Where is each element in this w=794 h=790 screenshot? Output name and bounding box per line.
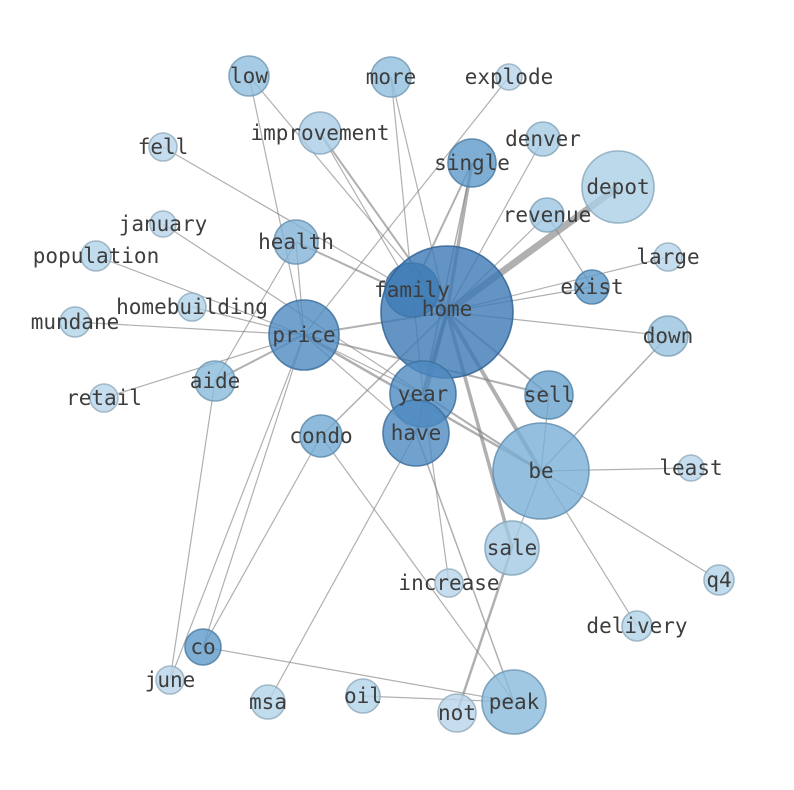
graph-node-sell: [524, 370, 574, 420]
graph-node-condo: [299, 414, 343, 458]
graph-node-homebuilding: [177, 292, 207, 322]
graph-node-low: [228, 55, 270, 97]
graph-node-oil: [345, 678, 381, 714]
graph-edge-aide-health: [214, 241, 297, 382]
graph-node-revenue: [529, 197, 565, 233]
graph-node-depot: [581, 150, 655, 224]
graph-node-single: [447, 138, 497, 188]
graph-node-large: [653, 242, 683, 272]
graph-node-fell: [148, 132, 178, 162]
graph-node-least: [677, 454, 705, 482]
graph-node-delivery: [621, 610, 653, 642]
graph-edge-price-mundane: [74, 321, 305, 336]
graph-edge-have-msa: [267, 432, 417, 703]
graph-edge-price-explode: [303, 76, 510, 336]
graph-node-price: [268, 299, 340, 371]
graph-node-down: [647, 315, 689, 357]
graph-node-not: [437, 693, 477, 733]
graph-node-more: [370, 56, 412, 98]
graph-edge-condo-co: [202, 435, 322, 648]
graph-edge-peak-co: [202, 646, 515, 703]
graph-edge-sale-not: [455, 547, 514, 714]
graph-edge-family-improvement: [319, 132, 413, 291]
graph-node-population: [80, 240, 112, 272]
graph-edge-aide-june: [169, 380, 216, 681]
graph-node-have: [382, 399, 450, 467]
graph-node-aide: [194, 360, 236, 402]
graph-node-be: [492, 422, 590, 520]
graph-node-peak: [481, 669, 547, 735]
graph-node-mundane: [59, 306, 91, 338]
graph-node-msa: [250, 684, 286, 720]
graph-node-increase: [434, 568, 464, 598]
graph-node-q4: [703, 564, 735, 596]
graph-node-improvement: [298, 111, 342, 155]
graph-edge-price-co: [202, 334, 305, 648]
graph-edge-have-peak: [415, 432, 515, 703]
graph-edge-condo-peak: [320, 435, 515, 703]
graph-node-home: [380, 245, 514, 379]
graph-node-explode: [495, 63, 523, 91]
graph-node-june: [155, 665, 185, 695]
graph-node-exist: [574, 269, 610, 305]
graph-edge-price-low: [248, 75, 305, 336]
graph-edge-price-june: [169, 334, 305, 681]
graph-node-sale: [484, 520, 540, 576]
graph-node-denver: [525, 121, 561, 157]
graph-node-january: [149, 210, 177, 238]
nodes-layer: [59, 55, 735, 735]
graph-node-health: [273, 219, 319, 265]
graph-node-co: [184, 628, 222, 666]
graph-node-retail: [89, 383, 119, 413]
